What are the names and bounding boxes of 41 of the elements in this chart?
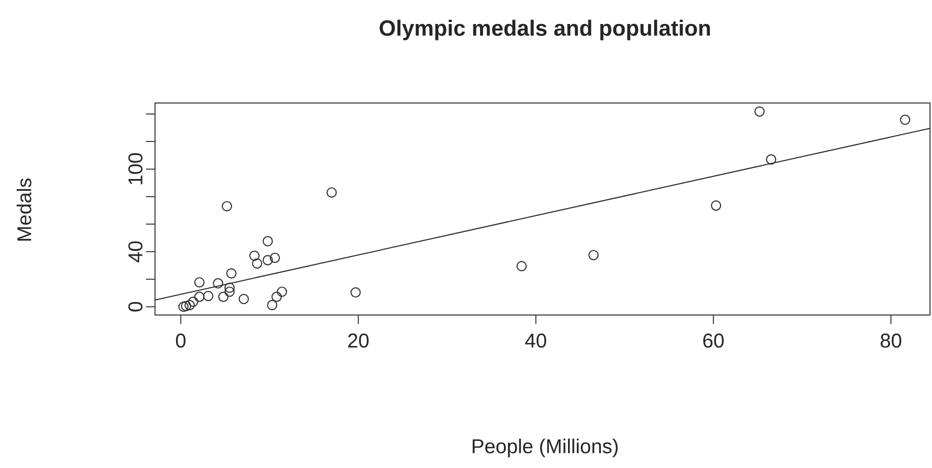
- point: [710, 200, 722, 211]
- point: [326, 187, 337, 198]
- point: [218, 292, 229, 302]
- point: [754, 106, 765, 117]
- point: [900, 114, 910, 125]
- x-tick-label: 0: [176, 334, 186, 348]
- chart-title: Olympic medals and population: [380, 20, 710, 40]
- point: [262, 236, 273, 246]
- point: [180, 300, 192, 312]
- point: [271, 292, 282, 302]
- y-tick-label: 0: [128, 302, 142, 312]
- y-tick-label: 40: [128, 241, 142, 262]
- point: [224, 286, 235, 297]
- x-tick-label: 80: [880, 334, 902, 348]
- point: [203, 290, 214, 302]
- point: [224, 282, 235, 293]
- point: [238, 294, 249, 304]
- point: [222, 201, 232, 212]
- point: [188, 296, 198, 307]
- x-axis-title: People (Millions): [472, 438, 618, 458]
- point: [194, 277, 205, 288]
- point: [262, 255, 273, 266]
- point: [588, 250, 599, 260]
- y-tick-label: 100: [128, 153, 142, 184]
- point: [766, 154, 776, 165]
- point: [276, 286, 288, 297]
- point: [212, 278, 224, 288]
- x-tick-label: 60: [703, 334, 724, 348]
- point: [267, 300, 278, 310]
- x-tick-label: 40: [525, 334, 546, 348]
- point: [184, 300, 195, 310]
- x-tick-label: 20: [348, 334, 369, 348]
- y-axis-title: Medals: [16, 178, 32, 241]
- point: [350, 287, 361, 298]
- point: [270, 252, 280, 264]
- point: [178, 302, 189, 312]
- point: [252, 258, 262, 269]
- point: [249, 250, 260, 261]
- point: [516, 260, 527, 272]
- point: [226, 268, 237, 279]
- point: [194, 292, 205, 302]
